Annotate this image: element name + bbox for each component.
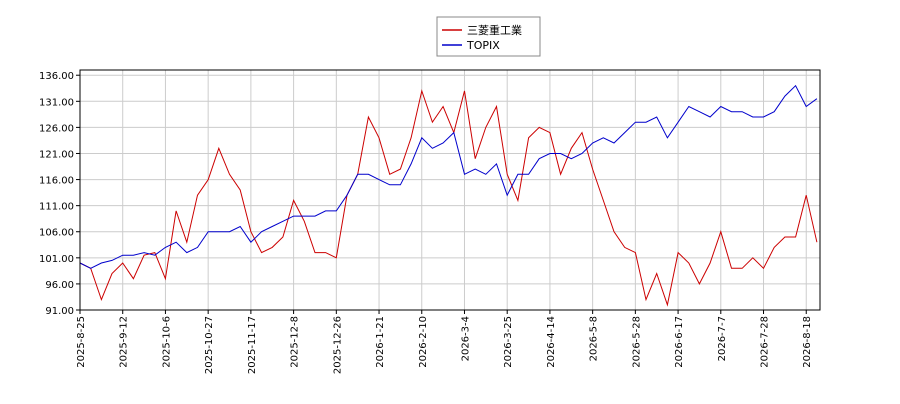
x-tick-label: 2025-12-26 xyxy=(332,316,343,374)
y-tick-label: 131.00 xyxy=(39,97,74,108)
x-tick-label: 2025-11-17 xyxy=(247,316,258,374)
x-tick-label: 2026-3-4 xyxy=(460,316,471,361)
x-tick-label: 2026-5-8 xyxy=(589,316,600,361)
x-tick-label: 2025-10-6 xyxy=(161,316,172,368)
x-tick-label: 2026-7-7 xyxy=(717,316,728,361)
y-tick-label: 106.00 xyxy=(39,228,74,239)
plot-frame xyxy=(79,69,821,311)
y-tick-label: 91.00 xyxy=(45,306,74,317)
x-tick-label: 2025-10-27 xyxy=(204,316,215,374)
x-tick-label: 2026-3-25 xyxy=(503,316,514,368)
y-tick-label: 101.00 xyxy=(39,254,74,265)
legend: 三菱重工業 TOPIX xyxy=(436,16,541,57)
legend-label: 三菱重工業 xyxy=(467,23,522,37)
x-tick-label: 2025-9-12 xyxy=(119,316,130,368)
x-tick-label: 2026-1-21 xyxy=(375,316,386,368)
legend-box xyxy=(436,16,541,57)
x-tick-label: 2025-8-25 xyxy=(76,316,87,368)
series-line xyxy=(79,84,818,269)
y-tick-label: 116.00 xyxy=(39,176,74,187)
x-tick-label: 2026-6-17 xyxy=(674,316,685,368)
x-tick-label: 2026-2-10 xyxy=(418,316,429,368)
x-tick-label: 2026-4-14 xyxy=(546,316,557,368)
y-tick-label: 111.00 xyxy=(39,202,74,213)
series-line xyxy=(79,89,818,307)
grid: 91.00 96.00 101.00 106.00 111.00 116.00 121.00… xyxy=(39,70,820,374)
x-tick-label: 2026-5-28 xyxy=(631,316,642,368)
y-tick-label: 136.00 xyxy=(39,71,74,82)
y-tick-label: 126.00 xyxy=(39,123,74,134)
x-tick-label: 2025-12-8 xyxy=(290,316,301,368)
lines xyxy=(79,84,818,307)
legend-label: TOPIX xyxy=(466,39,500,52)
x-tick-label: 2026-7-28 xyxy=(760,316,771,368)
y-tick-label: 121.00 xyxy=(39,149,74,160)
y-tick-label: 96.00 xyxy=(45,280,74,291)
x-tick-label: 2026-8-18 xyxy=(802,316,813,368)
